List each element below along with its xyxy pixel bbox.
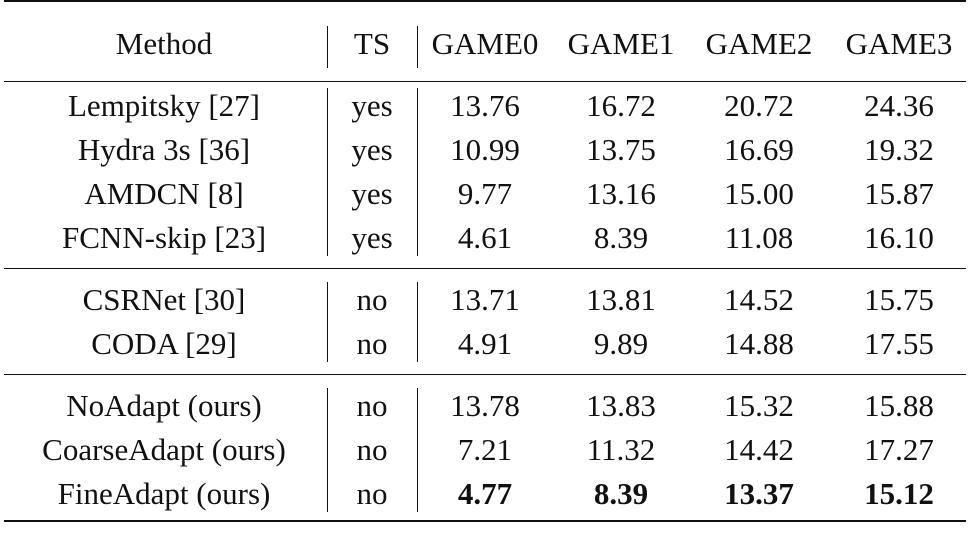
method-cell: Lempitsky [27]: [68, 88, 260, 123]
ts-cell: yes: [351, 176, 393, 211]
ts-cell: yes: [351, 88, 393, 123]
game2-cell: 15.32: [724, 388, 794, 423]
game1-cell: 9.89: [593, 326, 649, 361]
game3-cell: 16.10: [864, 220, 934, 255]
group1-divider-2: [417, 88, 418, 256]
game3-cell: 24.36: [864, 88, 934, 123]
header-game3: GAME3: [845, 26, 953, 61]
game0-cell: 7.21: [457, 432, 513, 467]
method-cell: FCNN-skip [23]: [61, 220, 267, 255]
ts-cell: no: [356, 388, 388, 423]
game0-cell: 9.77: [457, 176, 513, 211]
game3-cell: 19.32: [864, 132, 934, 167]
header-divider-1: [327, 26, 328, 68]
group-rule-2: [4, 374, 966, 375]
group2-divider-2: [417, 282, 418, 362]
ts-cell: no: [356, 432, 388, 467]
ts-cell: no: [356, 476, 388, 511]
group2-divider-1: [327, 282, 328, 362]
game0-cell: 13.78: [450, 388, 520, 423]
game0-cell: 4.61: [457, 220, 513, 255]
game3-cell: 15.75: [864, 282, 934, 317]
game1-cell-best: 8.39: [593, 476, 649, 511]
game1-cell: 13.75: [586, 132, 656, 167]
ts-cell: no: [356, 326, 388, 361]
game2-cell: 14.42: [724, 432, 794, 467]
method-cell: CODA [29]: [91, 326, 237, 361]
header-rule: [4, 81, 966, 82]
game0-cell-best: 4.77: [457, 476, 513, 511]
game3-cell: 15.88: [864, 388, 934, 423]
method-cell: NoAdapt (ours): [66, 388, 262, 423]
method-cell: Hydra 3s [36]: [77, 132, 251, 167]
ts-cell: yes: [351, 132, 393, 167]
method-cell: CSRNet [30]: [82, 282, 246, 317]
game2-cell: 16.69: [724, 132, 794, 167]
top-rule: [4, 0, 966, 2]
game1-cell: 13.81: [586, 282, 656, 317]
header-divider-2: [417, 26, 418, 68]
group3-divider-1: [327, 388, 328, 512]
game1-cell: 11.32: [586, 432, 656, 467]
header-game0: GAME0: [431, 26, 539, 61]
bottom-rule: [4, 520, 966, 522]
header-game2: GAME2: [705, 26, 813, 61]
method-cell: AMDCN [8]: [84, 176, 244, 211]
game2-cell: 14.88: [724, 326, 794, 361]
header-game1: GAME1: [567, 26, 675, 61]
game1-cell: 13.83: [586, 388, 656, 423]
method-cell: FineAdapt (ours): [57, 476, 271, 511]
game1-cell: 8.39: [593, 220, 649, 255]
method-cell: CoarseAdapt (ours): [42, 432, 286, 467]
game3-cell: 17.27: [864, 432, 934, 467]
game3-cell: 15.87: [864, 176, 934, 211]
header-ts: TS: [353, 26, 391, 61]
ts-cell: yes: [351, 220, 393, 255]
game2-cell: 11.08: [724, 220, 794, 255]
game0-cell: 13.71: [450, 282, 520, 317]
ts-cell: no: [356, 282, 388, 317]
game1-cell: 16.72: [586, 88, 656, 123]
header-method: Method: [115, 26, 213, 61]
game2-cell: 20.72: [724, 88, 794, 123]
game0-cell: 13.76: [450, 88, 520, 123]
game2-cell-best: 13.37: [724, 476, 794, 511]
game3-cell: 17.55: [864, 326, 934, 361]
group-rule-1: [4, 268, 966, 269]
group3-divider-2: [417, 388, 418, 512]
game1-cell: 13.16: [586, 176, 656, 211]
game3-cell-best: 15.12: [864, 476, 934, 511]
group1-divider-1: [327, 88, 328, 256]
game0-cell: 4.91: [457, 326, 513, 361]
game2-cell: 15.00: [724, 176, 794, 211]
game2-cell: 14.52: [724, 282, 794, 317]
game0-cell: 10.99: [450, 132, 520, 167]
